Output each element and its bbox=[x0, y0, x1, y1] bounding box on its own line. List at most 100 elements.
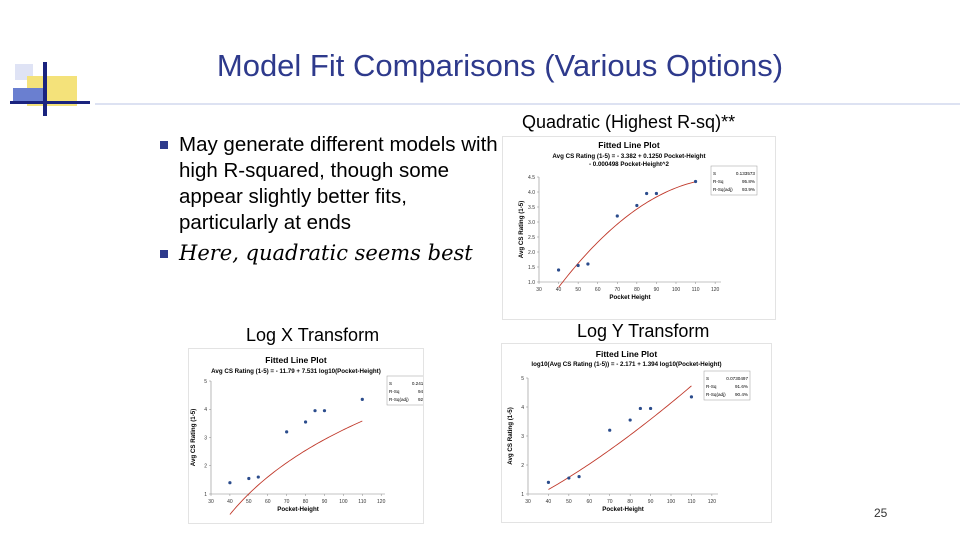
bullet-text: May generate different models with high … bbox=[179, 133, 498, 234]
stats-label: R-Sq(adj) bbox=[389, 397, 409, 402]
chart-subtitle: Avg CS Rating (1-5) = - 11.79 + 7.531 lo… bbox=[211, 368, 381, 375]
stats-label: R-Sq(adj) bbox=[713, 187, 733, 192]
fitted-line bbox=[229, 420, 363, 515]
bullet-text: Here, quadratic seems best bbox=[179, 241, 473, 265]
bullet-item: May generate different models with high … bbox=[160, 132, 500, 236]
y-tick-label: 2 bbox=[204, 464, 207, 470]
chart-title: Fitted Line Plot bbox=[596, 349, 658, 359]
logy-caption: Log Y Transform bbox=[577, 321, 710, 341]
data-point bbox=[628, 418, 632, 422]
x-tick-label: 60 bbox=[265, 499, 271, 505]
y-tick-label: 4.5 bbox=[528, 175, 535, 181]
stats-value: 0.0730497 bbox=[726, 376, 748, 381]
stats-box bbox=[386, 375, 423, 406]
data-point bbox=[608, 428, 612, 432]
x-tick-label: 60 bbox=[595, 287, 601, 293]
x-axis-label: Pocket-Height bbox=[277, 506, 319, 513]
data-point bbox=[648, 406, 653, 411]
data-point bbox=[360, 397, 364, 401]
data-point bbox=[576, 263, 580, 268]
stats-value: 94.2% bbox=[418, 389, 423, 394]
x-tick-label: 50 bbox=[575, 287, 581, 293]
y-tick-label: 2.0 bbox=[528, 250, 535, 256]
stats-value: 95.8% bbox=[742, 179, 755, 184]
x-tick-label: 110 bbox=[358, 499, 366, 505]
stats-label: R-Sq bbox=[713, 179, 724, 184]
x-tick-label: 110 bbox=[692, 287, 700, 293]
x-tick-label: 40 bbox=[227, 499, 233, 505]
bullet-list: May generate different models with high … bbox=[160, 132, 500, 266]
stats-label: S bbox=[713, 171, 716, 176]
chart-title: Fitted Line Plot bbox=[265, 355, 327, 365]
data-point bbox=[567, 476, 571, 480]
data-point bbox=[615, 214, 619, 218]
stats-label: S bbox=[389, 381, 392, 386]
stats-box bbox=[710, 165, 758, 196]
data-point bbox=[586, 262, 590, 266]
x-tick-label: 50 bbox=[566, 499, 572, 505]
y-tick-label: 3 bbox=[521, 434, 524, 440]
x-tick-label: 80 bbox=[303, 499, 309, 505]
quadratic-caption: Quadratic (Highest R-sq)** bbox=[522, 112, 736, 132]
x-tick-label: 80 bbox=[634, 287, 640, 293]
x-tick-label: 100 bbox=[339, 499, 348, 505]
x-tick-label: 100 bbox=[672, 287, 681, 293]
stats-label: R-Sq bbox=[389, 389, 400, 394]
data-point bbox=[693, 179, 698, 184]
y-tick-label: 3.5 bbox=[528, 205, 535, 211]
y-tick-label: 1 bbox=[204, 492, 207, 498]
data-point bbox=[645, 191, 649, 196]
logo-vertical-bar bbox=[43, 62, 47, 116]
data-point bbox=[556, 268, 561, 272]
x-tick-label: 30 bbox=[536, 287, 542, 293]
data-point bbox=[577, 475, 581, 479]
stats-value: 0.133573 bbox=[736, 171, 756, 176]
x-tick-label: 120 bbox=[708, 499, 717, 505]
x-tick-label: 30 bbox=[525, 499, 531, 505]
y-tick-label: 1.0 bbox=[528, 280, 535, 286]
y-tick-label: 1 bbox=[521, 492, 524, 498]
x-axis-label: Pocket-Height bbox=[602, 506, 644, 513]
y-tick-label: 3.0 bbox=[528, 220, 535, 226]
stats-value: 93.9% bbox=[742, 187, 755, 192]
y-tick-label: 4 bbox=[521, 405, 524, 411]
data-point bbox=[303, 420, 308, 424]
x-tick-label: 70 bbox=[614, 287, 620, 293]
data-point bbox=[285, 430, 289, 434]
y-tick-label: 5 bbox=[521, 376, 524, 382]
stats-value: 0.241840 bbox=[412, 381, 423, 386]
data-point bbox=[638, 406, 642, 411]
data-point bbox=[228, 481, 232, 485]
x-tick-label: 100 bbox=[667, 499, 676, 505]
bullet-square-icon bbox=[160, 250, 168, 258]
data-point bbox=[313, 409, 317, 413]
page-number: 25 bbox=[874, 506, 888, 520]
x-tick-label: 50 bbox=[246, 499, 252, 505]
x-tick-label: 80 bbox=[627, 499, 633, 505]
bullet-square-icon bbox=[160, 141, 168, 149]
x-tick-label: 120 bbox=[711, 287, 720, 293]
data-point bbox=[256, 475, 260, 479]
y-tick-label: 5 bbox=[204, 379, 207, 385]
y-axis-label: Avg CS Rating (1-5) bbox=[518, 201, 525, 259]
quadratic-chart-svg: Fitted Line Plot Avg CS Rating (1-5) = - … bbox=[518, 140, 758, 301]
chart-subtitle: log10(Avg CS Rating (1-5)) = - 2.171 + 1… bbox=[531, 361, 721, 368]
stats-label: R-Sq bbox=[706, 384, 717, 389]
logx-chart: Fitted Line Plot Avg CS Rating (1-5) = - … bbox=[188, 348, 424, 524]
logx-chart-svg: Fitted Line Plot Avg CS Rating (1-5) = - … bbox=[190, 355, 423, 515]
stats-label: S bbox=[706, 376, 709, 381]
y-axis-label: Avg CS Rating (1-5) bbox=[190, 409, 197, 467]
y-tick-label: 4 bbox=[204, 407, 207, 413]
x-tick-label: 70 bbox=[607, 499, 613, 505]
x-tick-label: 90 bbox=[322, 499, 328, 505]
x-tick-label: 120 bbox=[377, 499, 386, 505]
logx-caption: Log X Transform bbox=[246, 325, 380, 345]
x-tick-label: 90 bbox=[648, 499, 654, 505]
stats-box bbox=[703, 370, 751, 401]
chart-subtitle: - 0.000498 Pocket-Height^2 bbox=[589, 161, 670, 168]
x-tick-label: 40 bbox=[546, 499, 552, 505]
logy-chart: Fitted Line Plot log10(Avg CS Rating (1-5… bbox=[501, 343, 772, 523]
x-tick-label: 70 bbox=[284, 499, 290, 505]
stats-value: 92.8% bbox=[418, 397, 423, 402]
x-tick-label: 60 bbox=[587, 499, 593, 505]
